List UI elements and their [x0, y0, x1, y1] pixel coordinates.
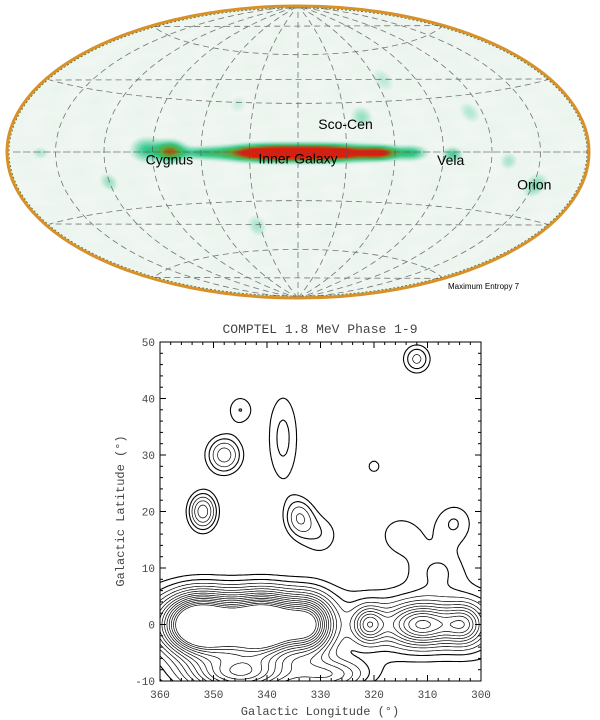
contour-level-13	[175, 604, 317, 650]
map-caption: Maximum Entropy 7	[448, 282, 520, 291]
sky-annotations: Sco-Cen Cygnus Inner Galaxy Vela Orion	[146, 116, 552, 192]
y-tick-label: 50	[142, 338, 155, 350]
all-sky-map: Sco-Cen Cygnus Inner Galaxy Vela Orion Maxim…	[5, 4, 591, 300]
y-tick-label: -10	[135, 677, 155, 689]
x-tick-label: 350	[204, 690, 224, 702]
contour-level-4	[159, 504, 482, 682]
contour-level-7	[161, 594, 474, 682]
x-tick-label: 320	[364, 690, 384, 702]
contour-level-10	[168, 599, 431, 680]
region-label: Orion	[517, 176, 551, 192]
longitude-line	[297, 6, 493, 298]
contour-plot: COMPTEL 1.8 MeV Phase 1-9 360 350 340 330 32…	[114, 322, 491, 719]
x-tick-label: 330	[311, 690, 331, 702]
x-tick-label: 310	[418, 690, 438, 702]
axis-ticks	[159, 341, 482, 682]
contour-level-3	[159, 447, 482, 682]
contour-level-1	[159, 348, 482, 682]
x-axis-label: Galactic Longitude (°)	[241, 705, 399, 719]
region-label: Inner Galaxy	[258, 150, 337, 166]
contour-lines	[159, 344, 482, 682]
x-tick-label: 360	[150, 690, 170, 702]
longitude-line	[103, 6, 299, 298]
x-tick-label: 300	[471, 690, 491, 702]
y-tick-label: 40	[142, 395, 155, 407]
region-label: Vela	[437, 152, 464, 168]
latitude-line	[49, 200, 551, 226]
longitude-line	[297, 6, 541, 298]
region-label: Sco-Cen	[318, 116, 372, 132]
longitude-line	[200, 6, 299, 298]
contour-level-11	[171, 601, 321, 676]
contour-level-12	[173, 602, 319, 652]
sky-border-inner	[8, 7, 588, 297]
x-tick-label: 340	[257, 690, 277, 702]
sky-grid	[11, 6, 589, 298]
longitude-line	[297, 6, 396, 298]
y-tick-label: 30	[142, 451, 155, 463]
contour-level-5	[159, 590, 480, 682]
plot-frame	[159, 341, 482, 682]
y-tick-label: 0	[148, 621, 155, 633]
y-tick-label: 10	[142, 564, 155, 576]
y-axis-label: Galactic Latitude (°)	[114, 435, 128, 586]
longitude-line	[297, 6, 444, 298]
contour-level-8	[164, 596, 470, 682]
longitude-line	[55, 6, 299, 298]
contour-level-0	[159, 344, 482, 682]
contour-title: COMPTEL 1.8 MeV Phase 1-9	[222, 322, 417, 337]
longitude-line	[152, 6, 299, 298]
contour-level-2	[159, 354, 482, 682]
region-label: Cygnus	[146, 151, 193, 167]
contour-level-9	[166, 598, 465, 682]
y-tick-label: 20	[142, 508, 155, 520]
axis-tick-labels: 360 350 340 330 320 310 300 -10 0 10 20 30 40 50	[135, 338, 491, 702]
contour-level-6	[159, 592, 477, 682]
sky-border	[5, 4, 591, 300]
